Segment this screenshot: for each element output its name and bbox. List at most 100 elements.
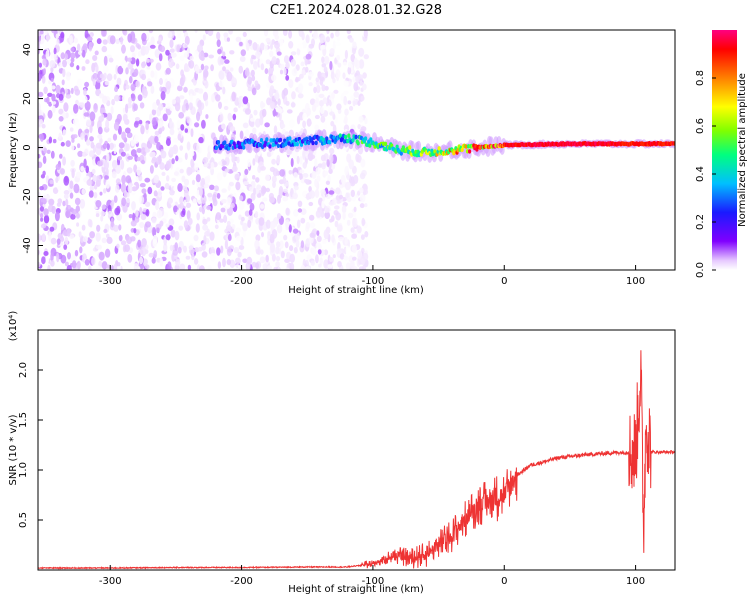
heatmap-cell [50, 77, 54, 82]
heatmap-cell [321, 56, 325, 64]
heatmap-cell [283, 87, 289, 96]
heatmap-cell [133, 134, 139, 144]
heatmap-cell [104, 248, 111, 258]
heatmap-cell [96, 224, 101, 232]
heatmap-cell [362, 83, 367, 91]
heatmap-cell [70, 47, 75, 52]
heatmap-cell [70, 52, 76, 59]
heatmap-cell [140, 125, 145, 135]
heatmap-cell [260, 100, 264, 110]
heatmap-cell [329, 111, 335, 116]
heatmap-cell [138, 174, 143, 182]
heatmap-cell [48, 80, 52, 85]
heatmap-cell [288, 30, 293, 39]
heatmap-cell [52, 138, 57, 144]
heatmap-cell [89, 231, 95, 239]
heatmap-cell [77, 150, 84, 157]
heatmap-cell [286, 148, 292, 155]
heatmap-cell [122, 94, 126, 103]
heatmap-cell [216, 31, 221, 40]
heatmap-ridge [242, 145, 246, 150]
heatmap-cell [155, 156, 162, 165]
heatmap-cell [121, 174, 126, 185]
heatmap-cell [91, 257, 96, 266]
heatmap-cell [226, 71, 233, 82]
heatmap-cell [116, 243, 120, 249]
heatmap-cell [315, 84, 321, 94]
heatmap-cell [344, 181, 351, 191]
heatmap-cell [140, 159, 146, 165]
heatmap-cell [89, 185, 94, 192]
heatmap-cell [69, 192, 74, 199]
heatmap-cell [184, 128, 188, 133]
heatmap-cell [135, 117, 140, 121]
heatmap-cell [89, 219, 93, 228]
heatmap-ridge [259, 138, 264, 143]
heatmap-cell [271, 56, 277, 65]
heatmap-cell [175, 63, 180, 70]
heatmap-cell [145, 122, 149, 130]
heatmap-cell [201, 119, 206, 129]
heatmap-cell [38, 233, 41, 243]
heatmap-cell [320, 44, 326, 50]
heatmap-cell [231, 77, 238, 87]
heatmap-cell [88, 265, 92, 270]
heatmap-cell [329, 48, 335, 55]
heatmap-y-axis-label: Frequency (Hz) [8, 112, 19, 188]
heatmap-cell [235, 181, 241, 191]
heatmap-cell [135, 176, 140, 181]
heatmap-cell [323, 120, 327, 129]
heatmap-cell [154, 136, 159, 144]
heatmap-cell [189, 93, 193, 103]
heatmap-cell [141, 61, 146, 69]
heatmap-cell [279, 69, 284, 75]
heatmap-cell [254, 118, 261, 128]
heatmap-cell [152, 227, 157, 238]
heatmap-cell [140, 213, 147, 221]
heatmap-cell [173, 205, 178, 213]
heatmap-cell [169, 48, 175, 53]
heatmap-cell [218, 161, 223, 166]
heatmap-cell [158, 121, 164, 128]
heatmap-cell [334, 205, 340, 210]
heatmap-cell [120, 151, 126, 157]
heatmap-cell [261, 108, 267, 118]
heatmap-cell [320, 154, 326, 162]
heatmap-cell [350, 259, 355, 270]
heatmap-cell [125, 67, 129, 75]
heatmap-cell [105, 119, 110, 130]
heatmap-cell [126, 197, 130, 203]
heatmap-cell [297, 93, 304, 99]
heatmap-cell [175, 155, 179, 162]
heatmap-cell [273, 111, 278, 116]
heatmap-cell [149, 135, 155, 145]
heatmap-cell [288, 224, 292, 233]
heatmap-cell [315, 167, 321, 175]
heatmap-cell [288, 170, 293, 175]
heatmap-cell [302, 120, 306, 129]
snr-y-ticks: 0.5 1.0 1.5 2.0 [18, 362, 43, 528]
heatmap-cell [252, 175, 256, 180]
heatmap-cell [142, 258, 148, 266]
heatmap-cell [103, 72, 107, 80]
heatmap-cell [145, 209, 150, 217]
heatmap-cell [203, 176, 210, 185]
heatmap-cell [235, 235, 242, 242]
heatmap-cell [128, 214, 133, 219]
heatmap-cell [334, 116, 338, 124]
heatmap-cell [185, 102, 190, 111]
heatmap-cell [249, 202, 255, 211]
heatmap-cell [238, 245, 245, 250]
heatmap-cell [328, 190, 335, 195]
heatmap-cell [295, 239, 300, 248]
heatmap-cell [350, 54, 356, 62]
heatmap-cell [345, 262, 351, 270]
heatmap-cell [292, 192, 298, 200]
heatmap-cell [113, 224, 119, 232]
snr-frame [37, 329, 676, 571]
heatmap-cell [82, 43, 88, 51]
heatmap-cell [160, 91, 166, 101]
heatmap-cell [155, 227, 160, 233]
heatmap-cell [115, 178, 121, 185]
heatmap-cell [235, 227, 242, 233]
